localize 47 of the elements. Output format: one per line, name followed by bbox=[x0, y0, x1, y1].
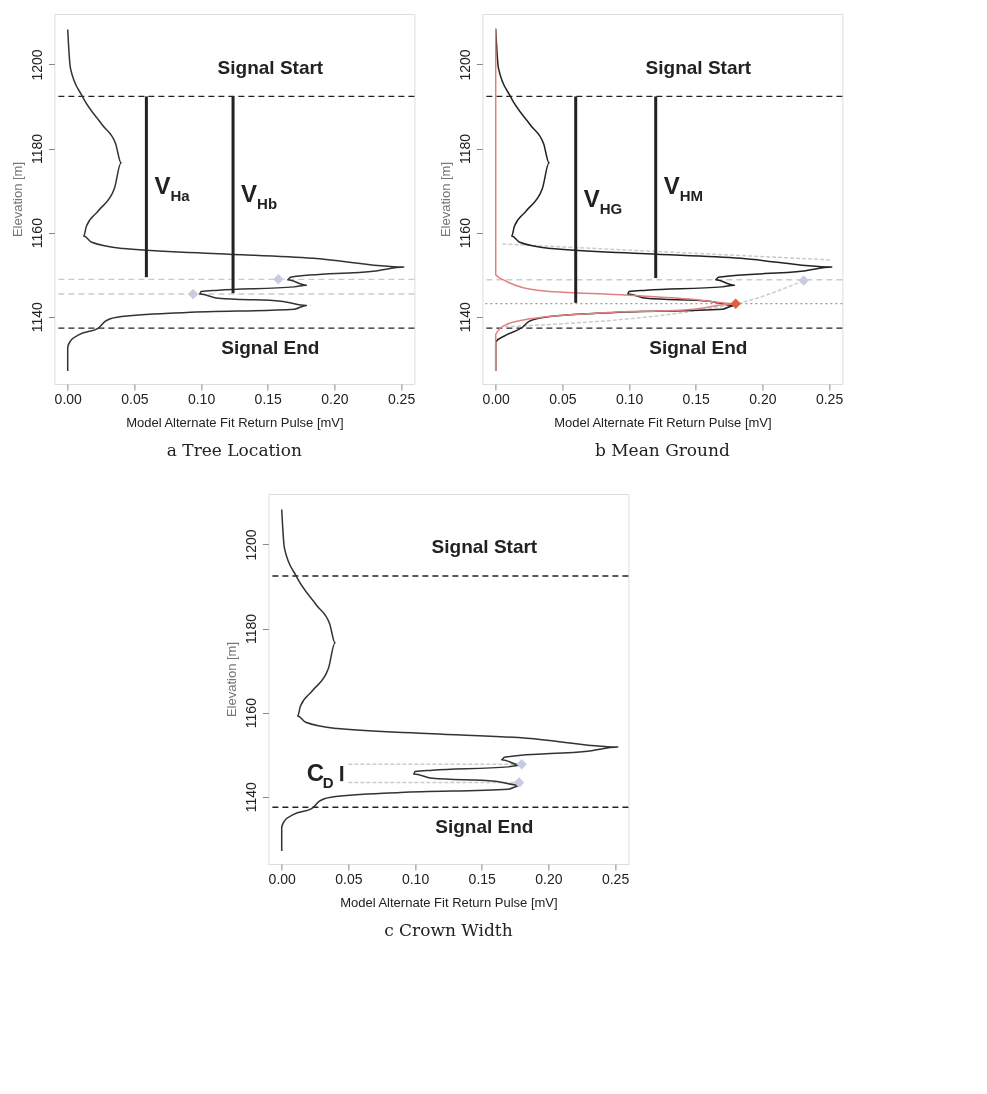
y-tick-label: 1160 bbox=[28, 217, 45, 249]
y-tick-label: 1140 bbox=[242, 781, 259, 813]
y-axis-title: Elevation [m] bbox=[437, 161, 453, 238]
x-tick-label: 0.05 bbox=[549, 390, 577, 407]
x-tick-label: 0.10 bbox=[401, 870, 430, 887]
text: c Crown Width bbox=[384, 920, 513, 940]
y-axis-title: Elevation [m] bbox=[9, 161, 25, 238]
x-tick-label: 0.20 bbox=[321, 390, 349, 407]
ref-line-label: Signal Start bbox=[645, 56, 752, 78]
x-tick-label: 0.20 bbox=[749, 390, 777, 407]
x-tick-label: 0.20 bbox=[535, 870, 563, 887]
line-series bbox=[66, 28, 405, 372]
x-tick-label: 0.10 bbox=[615, 390, 644, 407]
y-tick-label: 1140 bbox=[28, 301, 45, 333]
ref-line-label: Signal End bbox=[435, 816, 534, 838]
text: b Mean Ground bbox=[594, 440, 730, 460]
y-tick-label: 1200 bbox=[28, 49, 45, 81]
y-tick-label: 1180 bbox=[28, 133, 45, 165]
x-tick-label: 0.25 bbox=[387, 390, 416, 407]
x-axis-title: Model Alternate Fit Return Pulse [mV] bbox=[554, 414, 772, 430]
x-tick-label: 0.25 bbox=[601, 870, 630, 887]
y-tick-label: 1180 bbox=[242, 613, 259, 645]
y-tick-label: 1160 bbox=[242, 697, 259, 729]
y-tick-label: 1140 bbox=[456, 301, 473, 333]
x-tick-label: 0.00 bbox=[54, 390, 83, 407]
x-axis-title: Model Alternate Fit Return Pulse [mV] bbox=[126, 414, 344, 430]
ref-line-label: Signal Start bbox=[217, 56, 324, 78]
x-tick-label: 0.15 bbox=[254, 390, 283, 407]
y-axis-title: Elevation [m] bbox=[223, 641, 239, 718]
x-axis-title: Model Alternate Fit Return Pulse [mV] bbox=[340, 894, 558, 910]
x-tick-label: 0.00 bbox=[482, 390, 511, 407]
x-tick-label: 0.15 bbox=[468, 870, 497, 887]
y-tick-label: 1160 bbox=[456, 217, 473, 249]
ref-line-label: Signal End bbox=[221, 336, 320, 358]
x-tick-label: 0.10 bbox=[187, 390, 216, 407]
y-tick-label: 1200 bbox=[242, 529, 259, 561]
ref-line-label: Signal End bbox=[649, 336, 748, 358]
x-tick-label: 0.05 bbox=[121, 390, 149, 407]
ref-line-label: Signal Start bbox=[431, 536, 538, 558]
x-tick-label: 0.05 bbox=[335, 870, 363, 887]
x-tick-label: 0.00 bbox=[268, 870, 297, 887]
y-tick-label: 1180 bbox=[456, 133, 473, 165]
y-tick-label: 1200 bbox=[456, 49, 473, 81]
text: a Tree Location bbox=[166, 440, 303, 460]
line-series bbox=[280, 508, 619, 852]
x-tick-label: 0.25 bbox=[815, 390, 844, 407]
x-tick-label: 0.15 bbox=[682, 390, 711, 407]
